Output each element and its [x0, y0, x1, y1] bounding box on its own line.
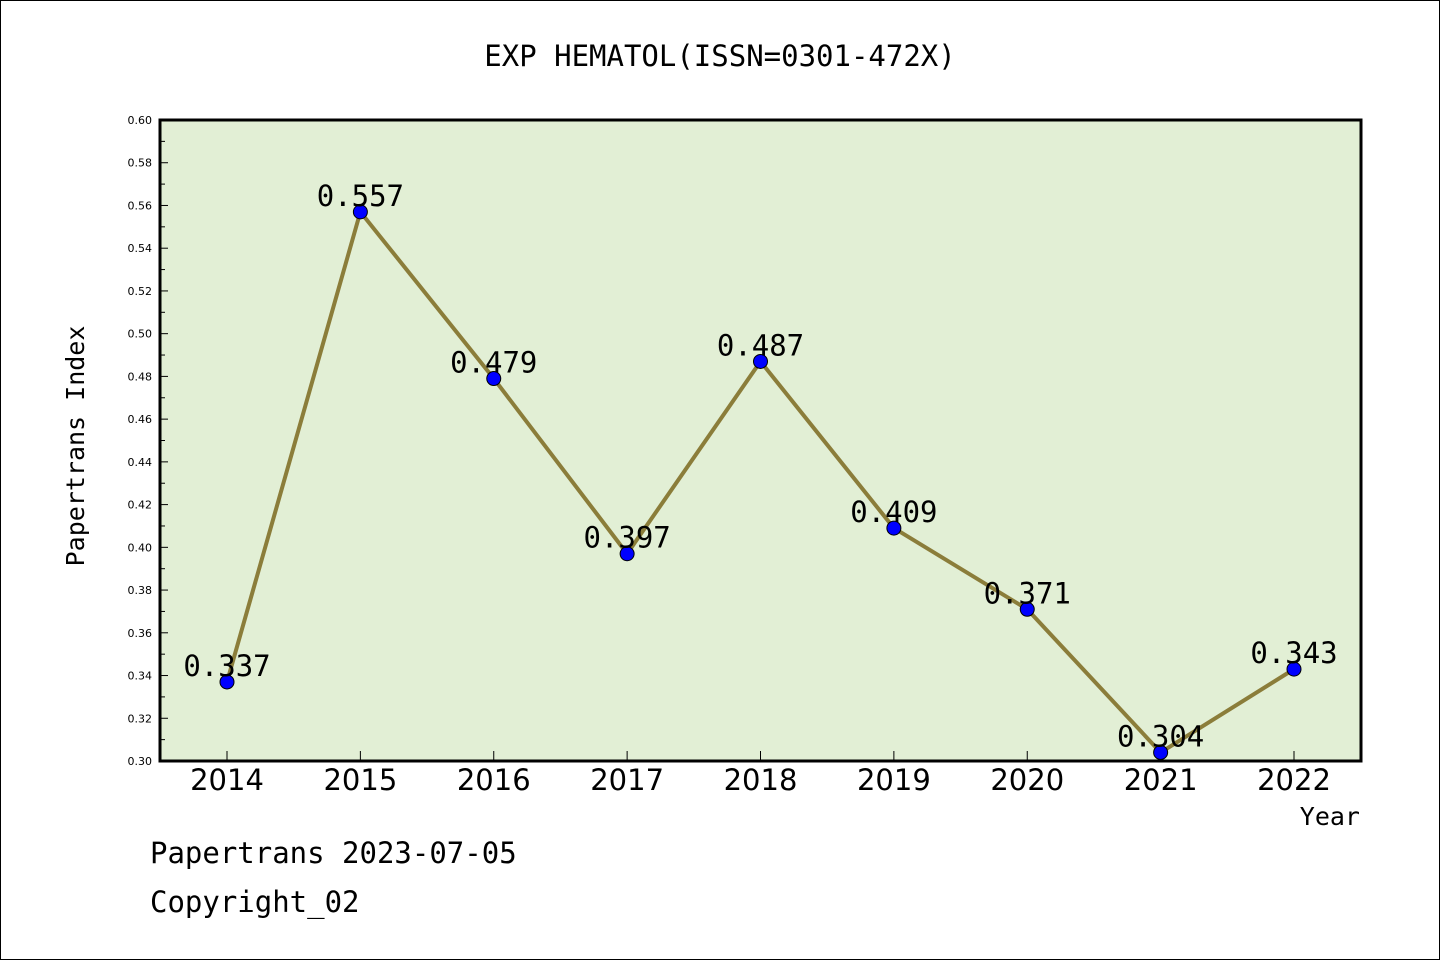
- footer-date: Papertrans 2023-07-05: [150, 836, 517, 870]
- x-tick-label: 2020: [990, 763, 1064, 797]
- y-tick-label: 0.40: [128, 541, 153, 554]
- plot-area: [160, 120, 1361, 761]
- data-label-2019: 0.409: [850, 495, 937, 529]
- data-point-2016: [486, 371, 502, 387]
- x-tick-label: 2018: [724, 763, 798, 797]
- data-point-2020: [1019, 601, 1035, 617]
- y-tick-label: 0.44: [128, 456, 153, 469]
- y-tick-label: 0.32: [128, 712, 153, 725]
- data-label-2018: 0.487: [717, 328, 804, 362]
- chart-title: EXP HEMATOL(ISSN=0301-472X): [484, 39, 955, 73]
- data-label-2020: 0.371: [984, 576, 1071, 610]
- x-tick-label: 2016: [457, 763, 531, 797]
- data-label-2017: 0.397: [583, 521, 670, 555]
- y-tick-label: 0.36: [128, 627, 153, 640]
- data-label-2021: 0.304: [1117, 719, 1204, 753]
- y-tick-label: 0.60: [128, 114, 153, 127]
- x-tick-label: 2015: [323, 763, 397, 797]
- y-tick-label: 0.38: [128, 584, 153, 597]
- y-tick-label: 0.58: [128, 157, 153, 170]
- x-tick-label: 2022: [1257, 763, 1331, 797]
- data-label-2015: 0.557: [317, 179, 404, 213]
- y-tick-label: 0.50: [128, 328, 153, 341]
- data-point-2019: [886, 520, 902, 536]
- y-tick-label: 0.48: [128, 370, 153, 383]
- x-tick-label: 2014: [190, 763, 264, 797]
- data-label-2014: 0.337: [183, 649, 270, 683]
- data-point-2015: [352, 204, 368, 220]
- data-markers: [219, 204, 1302, 760]
- y-tick-label: 0.56: [128, 199, 153, 212]
- data-label-2022: 0.343: [1250, 636, 1337, 670]
- y-tick-label: 0.52: [128, 285, 153, 298]
- data-point-2021: [1153, 744, 1169, 760]
- y-tick-label: 0.30: [128, 755, 153, 768]
- y-tick-label: 0.42: [128, 499, 153, 512]
- plot-border: [158, 118, 1363, 763]
- data-point-2022: [1286, 661, 1302, 677]
- footer-copyright: Copyright_02: [150, 885, 360, 919]
- data-point-2017: [619, 546, 635, 562]
- data-point-2014: [219, 674, 235, 690]
- x-tick-label: 2021: [1124, 763, 1198, 797]
- x-tick-label: 2017: [590, 763, 664, 797]
- data-point-2018: [753, 353, 768, 369]
- x-tick-label: 2019: [857, 763, 931, 797]
- y-tick-label: 0.34: [128, 670, 153, 683]
- y-tick-label: 0.54: [128, 242, 153, 255]
- data-labels: 0.337 0.557 0.479 0.397 0.487 0.409 0.371 0.304…: [183, 179, 1337, 754]
- y-tick-label: 0.46: [128, 413, 153, 426]
- data-label-2016: 0.479: [450, 346, 537, 380]
- x-axis-ticks: 2014 2015 2016 2017 2018 2019 2020 2021 2022: [190, 751, 1331, 797]
- x-axis-label: Year: [1300, 802, 1360, 831]
- y-axis-label: Papertrans Index: [61, 326, 90, 567]
